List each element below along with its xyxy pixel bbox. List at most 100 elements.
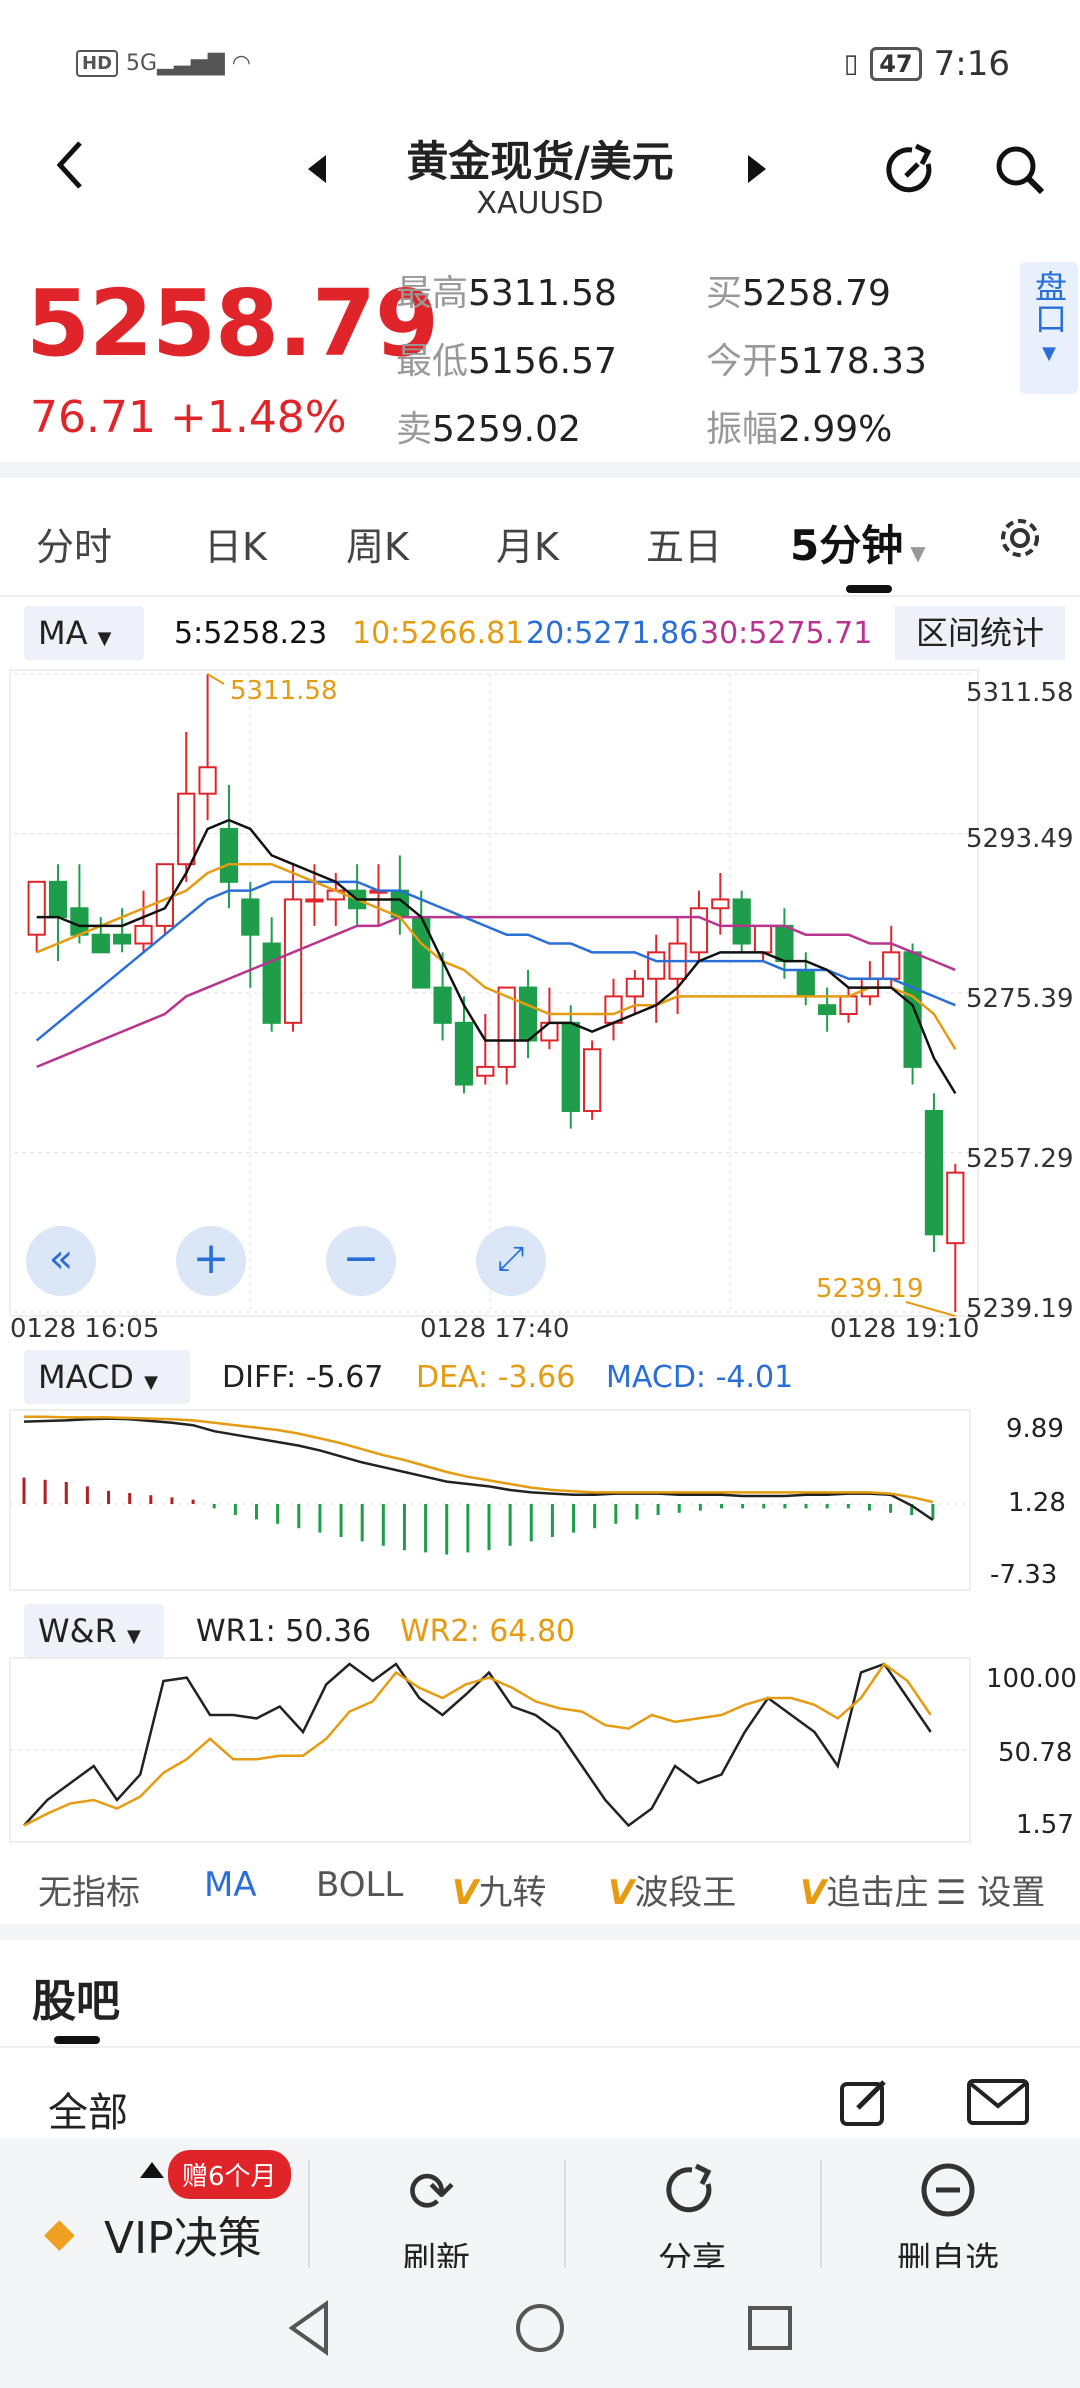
candle-body [155,863,174,927]
battery-icon: 47 [870,47,922,81]
vip-button[interactable]: VIP决策 [104,2213,262,2264]
indicator-zhuiji[interactable]: V追击庄 [800,1873,929,1913]
indicator-none[interactable]: 无指标 [38,1873,140,1913]
nav-home-icon[interactable] [514,2302,566,2354]
expand-up-icon[interactable] [140,2162,164,2178]
status-left: HD 5G▂▃▅▇ ◠ [76,50,251,77]
indicator-boduan[interactable]: V波段王 [608,1873,737,1913]
order-book-button[interactable]: 盘口 ▼ [1020,262,1078,394]
range-stat-button[interactable]: 区间统计 [895,606,1065,660]
search-icon[interactable] [992,142,1048,198]
wr-y-label: 100.00 [986,1664,1077,1694]
share-icon[interactable] [664,2162,720,2218]
symbol-code: XAUUSD [476,186,604,221]
tab-five-day[interactable]: 五日 [646,525,723,569]
tab-5min[interactable]: 5分钟 ▼ [790,521,926,570]
candle-body [134,924,153,945]
tab-monthly-k[interactable]: 月K [496,525,559,569]
mail-icon[interactable] [966,2078,1030,2126]
candle-body [753,924,773,954]
settings-list-icon: ☰ [936,1873,967,1913]
ma5-line [36,818,957,1094]
indicator-boll[interactable]: BOLL [316,1865,404,1905]
candle-body [113,933,132,945]
ma-selector[interactable]: MA ▼ [24,606,144,660]
candle-body [540,1021,559,1042]
vip-badge: 赠6个月 [168,2150,291,2199]
divider [0,462,1080,478]
candle-body [625,977,644,998]
divider [564,2160,566,2270]
refresh-icon[interactable]: ⟳ [408,2160,455,2225]
filter-all[interactable]: 全部 [48,2090,128,2136]
candle-body [48,880,68,919]
candle-body [198,766,217,795]
ma10-value: 10:5266.81 [352,616,525,651]
y-label: 5239.19 [966,1294,1074,1324]
nav-back-icon[interactable] [284,2300,334,2356]
chart-frame [9,1409,971,1591]
indicator-ma[interactable]: MA [204,1865,257,1905]
current-price: 5258.79 [26,270,439,377]
divider [0,2046,1080,2048]
ma20-value: 20:5271.86 [526,616,699,651]
high-leader-line [207,673,225,685]
zoom-out-icon[interactable]: − [326,1226,396,1296]
candle-body [241,898,260,936]
tab-timeshare[interactable]: 分时 [36,525,113,569]
ma30-value: 30:5275.71 [700,616,873,651]
remove-watchlist-icon[interactable] [920,2162,976,2218]
candle-body [433,986,452,1024]
page-title: 黄金现货/美元 [406,137,674,186]
tab-daily-k[interactable]: 日K [204,525,267,569]
zoom-in-icon[interactable]: + [176,1226,246,1296]
open-field: 今开5178.33 [706,341,927,382]
divider [308,2160,310,2270]
ma30-line [36,915,956,1069]
candle-body [732,898,751,945]
sell-field: 卖5259.02 [396,409,581,450]
y-label: 5257.29 [966,1144,1074,1174]
candle-body [689,907,709,954]
candle-body [604,995,623,1024]
candle-body [262,942,281,1024]
low-marker-label: 5239.19 [816,1274,924,1304]
chart-frame [9,669,979,1317]
x-label: 0128 17:40 [420,1314,570,1344]
indicator-settings[interactable]: ☰ 设置 [930,1865,1046,1914]
macd-selector[interactable]: MACD ▼ [24,1350,190,1404]
tab-weekly-k[interactable]: 周K [346,525,409,569]
previous-symbol-icon[interactable] [308,155,326,183]
price-change: 76.71 +1.48% [30,392,347,443]
settings-gear-icon[interactable] [996,514,1044,562]
divider [0,1924,1080,1940]
amplitude-field: 振幅2.99% [706,409,893,450]
high-field: 最高5311.58 [396,273,617,314]
candle-body [711,898,730,910]
candle-body [476,1065,495,1077]
fullscreen-icon[interactable]: ⤢ [476,1226,546,1296]
wr-chart [9,1657,971,1843]
next-symbol-icon[interactable] [748,155,766,183]
candlestick-chart[interactable] [0,666,1080,1346]
share-arrow-icon[interactable] [884,142,940,198]
wr-selector[interactable]: W&R ▼ [24,1604,164,1658]
ma5-value: 5:5258.23 [174,616,328,651]
nav-recents-icon[interactable] [746,2304,794,2352]
scroll-left-icon[interactable]: « [26,1226,96,1296]
diff-line [23,1417,934,1522]
indicator-jiuzhuan[interactable]: V九转 [452,1873,547,1913]
wr1-line [23,1662,932,1828]
guba-title[interactable]: 股吧 [32,1976,120,2027]
buy-field: 买5258.79 [706,273,891,314]
macd-diff: DIFF: -5.67 [222,1360,384,1395]
candle-body [70,907,89,936]
clock: 7:16 [933,44,1010,84]
candle-body [647,951,666,980]
edit-post-icon[interactable] [836,2074,892,2130]
hd-icon: HD [76,50,119,77]
ma20-line [35,880,956,1042]
vibrate-icon: ▯ [843,49,859,79]
candle-body [818,1004,837,1016]
back-arrow-icon[interactable] [50,135,90,195]
